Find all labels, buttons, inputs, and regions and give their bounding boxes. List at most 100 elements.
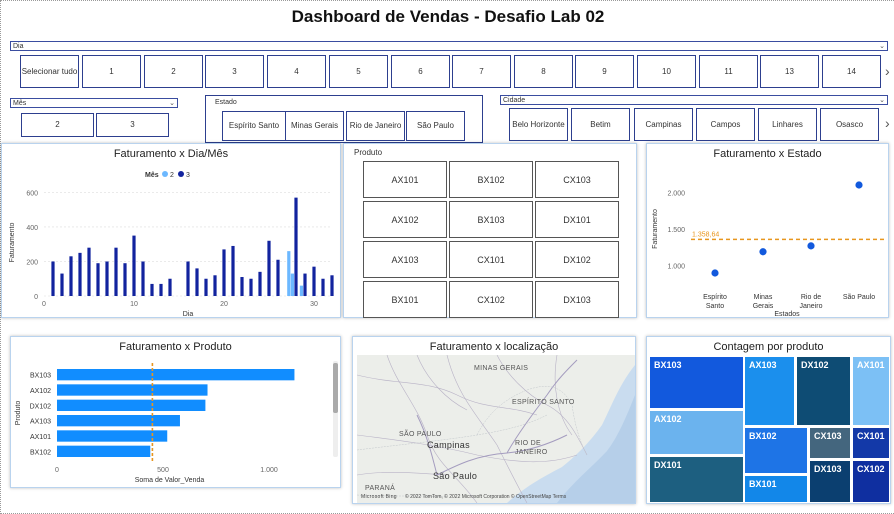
treemap-tile-5[interactable]: BX102 bbox=[744, 427, 808, 474]
bar-mes-3 bbox=[312, 266, 316, 296]
produto-button-6[interactable]: AX103 bbox=[363, 241, 447, 278]
chart-produto-svg: BX103 AX102 DX102 AX103 AX101 BX102 0 500 1.000 S… bbox=[15, 361, 338, 484]
treemap-tile-2[interactable]: DX102 bbox=[796, 356, 851, 426]
x-tick-label: 0 bbox=[55, 467, 59, 474]
treemap-tile-8[interactable]: DX101 bbox=[649, 456, 744, 503]
scatter-point bbox=[855, 181, 863, 189]
treemap-tile-9[interactable]: BX101 bbox=[744, 475, 808, 503]
map-canvas[interactable]: MINAS GERAIS ESPÍRITO SANTO SÃO PAULO Ca… bbox=[357, 355, 635, 503]
dia-button-3[interactable]: 3 bbox=[205, 55, 264, 88]
bar-ax103 bbox=[57, 415, 180, 427]
x-tick-label: 0 bbox=[42, 301, 46, 308]
bing-logo: Microsoft Bing bbox=[361, 494, 397, 500]
treemap-contagem-produto[interactable]: Contagem por produto BX103 AX103 DX102 AX10… bbox=[646, 336, 891, 504]
mes-button-3[interactable]: 3 bbox=[96, 113, 169, 137]
y-tick-label: AX101 bbox=[30, 434, 51, 441]
produto-slicer-label: Produto bbox=[354, 148, 383, 157]
dia-button-10[interactable]: 10 bbox=[637, 55, 696, 88]
dia-button-13[interactable]: 14 bbox=[822, 55, 881, 88]
x-axis-label: Dia bbox=[183, 311, 194, 318]
produto-button-1[interactable]: BX102 bbox=[449, 161, 533, 198]
bar-mes-3 bbox=[168, 278, 172, 296]
treemap-tile-6[interactable]: CX103 bbox=[809, 427, 851, 459]
treemap-tile-11[interactable]: CX102 bbox=[852, 460, 890, 503]
produto-button-5[interactable]: DX101 bbox=[535, 201, 619, 238]
y-tick-label: BX102 bbox=[30, 449, 51, 456]
map-faturamento-localizacao[interactable]: Faturamento x localização bbox=[352, 336, 636, 504]
dia-button-1[interactable]: 1 bbox=[82, 55, 141, 88]
page-title: Dashboard de Vendas - Desafio Lab 02 bbox=[291, 7, 605, 26]
dia-button-5[interactable]: 5 bbox=[329, 55, 388, 88]
dia-dropdown[interactable]: Dia ⌄ bbox=[10, 41, 888, 51]
produto-button-10[interactable]: CX102 bbox=[449, 281, 533, 318]
dia-button-7[interactable]: 7 bbox=[452, 55, 511, 88]
dia-button-9[interactable]: 9 bbox=[575, 55, 634, 88]
treemap-tile-10[interactable]: DX103 bbox=[809, 460, 851, 503]
bar-bx102 bbox=[57, 445, 151, 457]
produto-button-8[interactable]: DX102 bbox=[535, 241, 619, 278]
dia-button-12[interactable]: 13 bbox=[760, 55, 819, 88]
map-attribution[interactable]: © 2022 TomTom, © 2022 Microsoft Corporat… bbox=[405, 494, 567, 500]
chart-faturamento-dia-mes[interactable]: Faturamento x Dia/Mês Mês 2 3 0 200 400 600 0 10… bbox=[1, 143, 341, 318]
bar-mes-3 bbox=[159, 283, 163, 296]
map-label-sao-paulo-city: São Paulo bbox=[433, 471, 478, 481]
chart-faturamento-produto[interactable]: Faturamento x Produto BX103 AX102 DX102 AX1… bbox=[10, 336, 341, 488]
produto-button-7[interactable]: CX101 bbox=[449, 241, 533, 278]
estado-button-sp[interactable]: São Paulo bbox=[406, 111, 465, 141]
mes-dropdown[interactable]: Mês ⌄ bbox=[10, 98, 178, 108]
x-axis-label: Soma de Valor_Venda bbox=[135, 477, 205, 484]
bar-mes-3 bbox=[69, 256, 73, 296]
dia-button-11[interactable]: 11 bbox=[699, 55, 758, 88]
cidade-button-3[interactable]: Campos bbox=[696, 108, 755, 141]
legend-marker-2 bbox=[162, 171, 168, 177]
y-tick-label: 1.500 bbox=[667, 227, 685, 234]
cidade-button-4[interactable]: Linhares bbox=[758, 108, 817, 141]
y-axis-label: Produto bbox=[15, 401, 22, 426]
chevron-right-icon[interactable]: › bbox=[885, 115, 890, 131]
y-tick-label: DX102 bbox=[30, 403, 52, 410]
scatter-point bbox=[807, 242, 815, 250]
cidade-button-0[interactable]: Belo Horizonte bbox=[509, 108, 568, 141]
treemap-tile-7[interactable]: CX101 bbox=[852, 427, 890, 459]
bar-mes-3 bbox=[321, 278, 325, 296]
y-tick-label: 200 bbox=[26, 259, 38, 266]
estado-button-es[interactable]: Espírito Santo bbox=[222, 111, 286, 141]
dia-button-0[interactable]: Selecionar tudo bbox=[20, 55, 79, 88]
dia-button-4[interactable]: 4 bbox=[267, 55, 326, 88]
bar-mes-3 bbox=[132, 235, 136, 296]
estado-slicer-label: Estado bbox=[215, 99, 237, 106]
cidade-button-5[interactable]: Osasco bbox=[820, 108, 879, 141]
chart-faturamento-estado[interactable]: Faturamento x Estado 1.000 1.500 2.000 1.35… bbox=[646, 143, 889, 318]
treemap-tile-1[interactable]: AX103 bbox=[744, 356, 795, 426]
treemap-tile-3[interactable]: AX101 bbox=[852, 356, 890, 426]
chevron-right-icon[interactable]: › bbox=[885, 63, 890, 79]
dia-button-2[interactable]: 2 bbox=[144, 55, 203, 88]
produto-button-4[interactable]: BX103 bbox=[449, 201, 533, 238]
produto-button-2[interactable]: CX103 bbox=[535, 161, 619, 198]
map-label-sao-paulo-state: SÃO PAULO bbox=[399, 431, 442, 438]
mes-button-2[interactable]: 2 bbox=[21, 113, 94, 137]
cidade-button-1[interactable]: Betim bbox=[571, 108, 630, 141]
bar-mes-3 bbox=[195, 268, 199, 296]
estado-button-rj[interactable]: Rio de Janeiro bbox=[346, 111, 405, 141]
dia-button-6[interactable]: 6 bbox=[391, 55, 450, 88]
map-label-minas-gerais: MINAS GERAIS bbox=[474, 365, 529, 372]
cidade-dropdown[interactable]: Cidade ⌄ bbox=[500, 95, 888, 105]
x-tick-label: Rio de bbox=[801, 294, 821, 301]
chevron-down-icon: ⌄ bbox=[879, 43, 885, 50]
produto-button-0[interactable]: AX101 bbox=[363, 161, 447, 198]
legend-title: Mês bbox=[145, 172, 159, 179]
bar-mes-3 bbox=[186, 261, 190, 296]
x-tick-label: 20 bbox=[220, 301, 228, 308]
dia-button-8[interactable]: 8 bbox=[514, 55, 573, 88]
treemap-tile-0[interactable]: BX103 bbox=[649, 356, 744, 409]
produto-button-9[interactable]: BX101 bbox=[363, 281, 447, 318]
scrollbar-thumb[interactable] bbox=[333, 363, 338, 413]
produto-button-3[interactable]: AX102 bbox=[363, 201, 447, 238]
cidade-button-2[interactable]: Campinas bbox=[634, 108, 693, 141]
estado-button-mg[interactable]: Minas Gerais bbox=[285, 111, 344, 141]
produto-button-11[interactable]: DX103 bbox=[535, 281, 619, 318]
x-tick-label: Minas bbox=[754, 294, 773, 301]
treemap-tile-4[interactable]: AX102 bbox=[649, 410, 744, 455]
